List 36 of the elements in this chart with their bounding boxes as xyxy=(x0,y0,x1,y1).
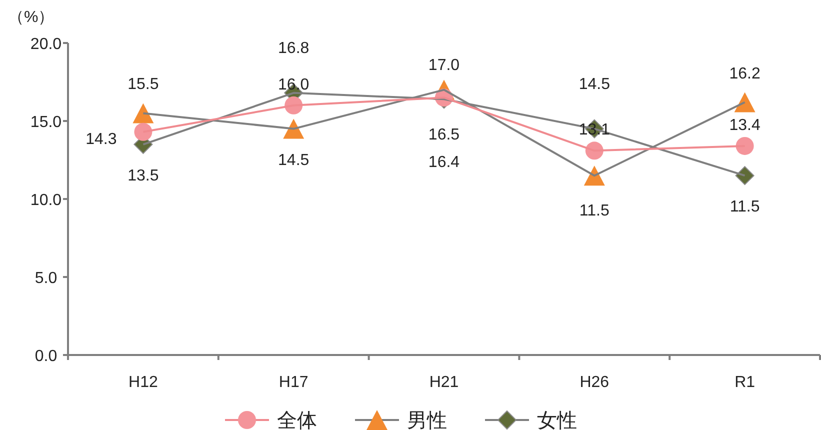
data-label: 16.4 xyxy=(428,154,460,172)
data-label: 14.5 xyxy=(578,76,610,93)
data-label: 15.5 xyxy=(128,76,159,94)
y-tick-label: 10.0 xyxy=(30,192,62,209)
x-tick-label: H26 xyxy=(580,374,610,391)
legend-label: 女性 xyxy=(537,410,577,430)
point xyxy=(584,166,605,186)
legend-label: 全体 xyxy=(277,410,317,430)
y-axis-title: （%） xyxy=(8,9,54,26)
point xyxy=(736,136,754,155)
data-label: 13.5 xyxy=(128,167,159,184)
y-tick-label: 20.0 xyxy=(30,36,62,53)
point xyxy=(735,166,754,186)
legend-label: 男性 xyxy=(407,410,447,430)
data-label: 16.8 xyxy=(278,40,310,57)
point xyxy=(132,103,154,124)
x-tick-label: H17 xyxy=(278,374,308,391)
y-tick-label: 15.0 xyxy=(30,114,62,131)
point xyxy=(134,122,152,141)
point xyxy=(734,92,756,112)
y-tick-label: 0.0 xyxy=(34,348,58,365)
data-label: 13.4 xyxy=(729,116,760,134)
data-label: 13.1 xyxy=(578,122,610,139)
point xyxy=(283,118,304,139)
x-tick-label: R1 xyxy=(734,374,756,391)
y-tick-label: 5.0 xyxy=(34,270,58,287)
x-tick-label: H12 xyxy=(128,374,158,391)
data-label: 16.0 xyxy=(278,76,310,94)
data-label: 16.5 xyxy=(428,126,460,144)
x-tick-label: H21 xyxy=(429,374,459,391)
data-label: 11.5 xyxy=(579,202,610,220)
data-label: 16.2 xyxy=(729,65,760,82)
data-label: 17.0 xyxy=(428,56,460,74)
data-label: 14.3 xyxy=(86,130,117,148)
data-label: 11.5 xyxy=(730,198,760,216)
data-label: 14.5 xyxy=(278,152,310,169)
